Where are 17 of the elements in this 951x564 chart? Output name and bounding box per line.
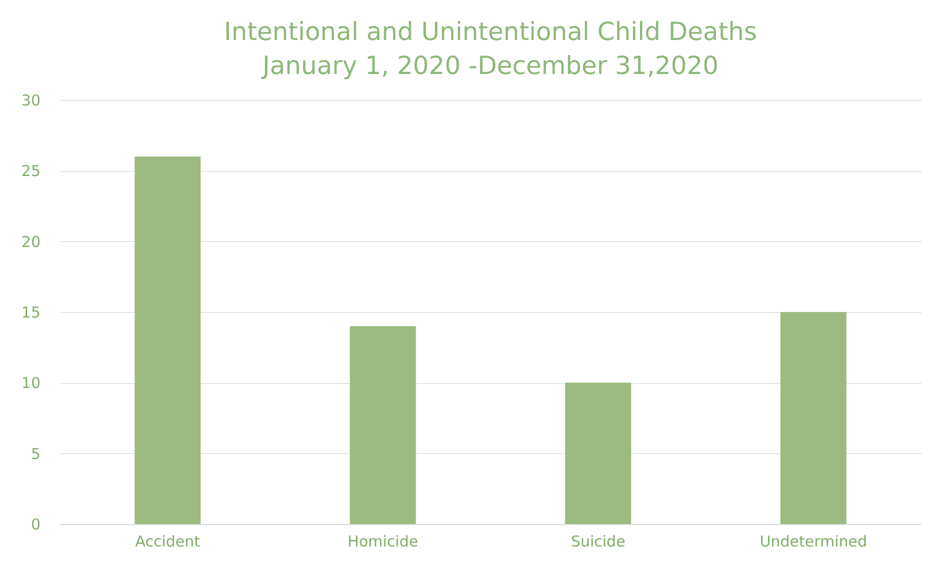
x-tick-label: Accident <box>135 532 200 550</box>
bar <box>565 382 632 524</box>
text: January 1, 2020 -December 31,2020 <box>262 51 719 80</box>
y-tick-label: 10 <box>21 374 40 392</box>
y-tick-label: 30 <box>21 92 40 110</box>
y-tick-label: 15 <box>21 304 40 322</box>
x-tick-label: Undetermined <box>760 532 868 550</box>
y-tick-label: 20 <box>21 232 40 251</box>
y-tick-label: 5 <box>30 444 40 463</box>
bar <box>350 326 416 524</box>
bar <box>780 312 846 524</box>
bar <box>134 156 201 524</box>
y-tick-label: 0 <box>30 516 40 534</box>
x-tick-label: Suicide <box>570 532 626 550</box>
x-tick-label: Homicide <box>348 532 418 550</box>
text: Intentional and Unintentional Child Deaths <box>224 17 758 46</box>
y-tick-label: 25 <box>21 162 40 180</box>
